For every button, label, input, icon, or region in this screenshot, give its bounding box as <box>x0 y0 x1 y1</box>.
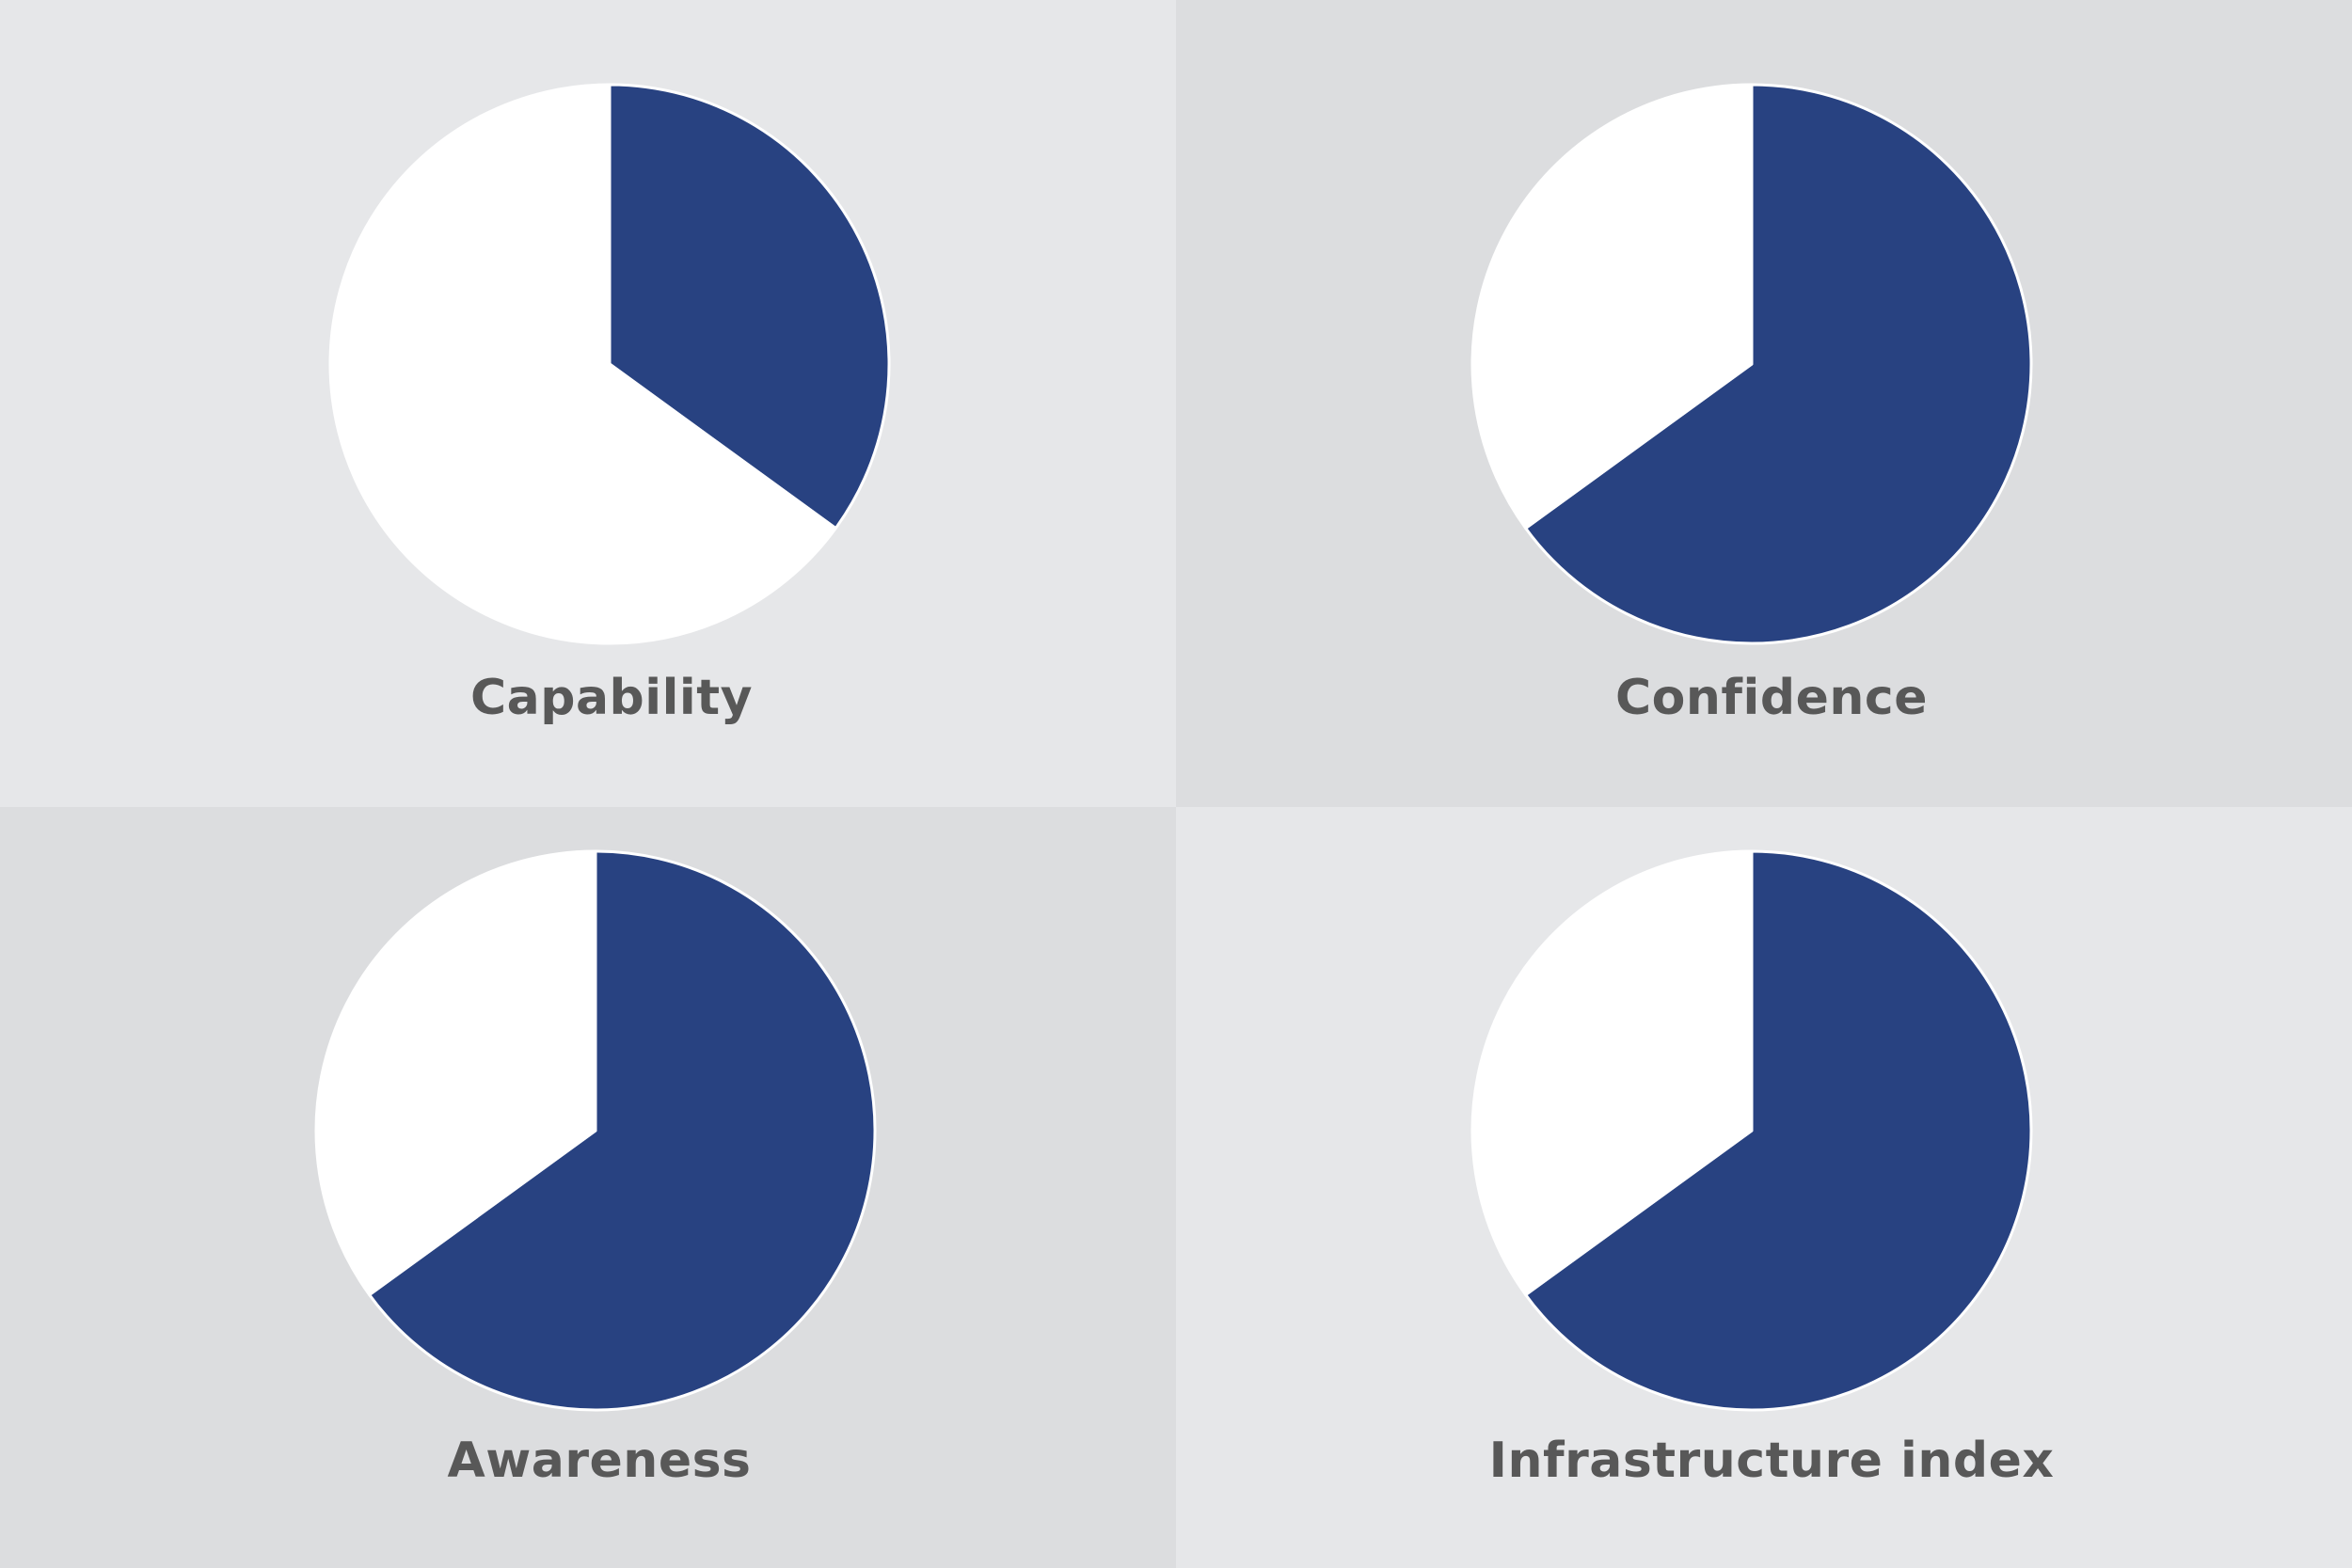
pie-label-awareness: Awareness <box>447 1433 752 1489</box>
pie-chart-awareness <box>314 849 877 1412</box>
pie-slice-capability-remainder <box>328 83 837 645</box>
pie-slice-infrastructure-index-remainder <box>1470 849 1754 1297</box>
pie-label-confidence: Confidence <box>1615 670 1928 726</box>
pie-panel-awareness: Awareness <box>0 807 1176 1568</box>
pie-label-capability: Capability <box>469 670 754 726</box>
pie-slice-capability-filled <box>608 83 891 531</box>
pie-slice-confidence-remainder <box>1470 83 1754 531</box>
pie-chart-capability <box>328 83 891 645</box>
pie-panel-infrastructure-index: Infrastructure index <box>1176 807 2352 1568</box>
pie-chart-infrastructure-index <box>1470 849 2033 1412</box>
pie-label-infrastructure-index: Infrastructure index <box>1488 1433 2055 1489</box>
pie-panel-capability: Capability <box>0 0 1176 807</box>
pie-slice-awareness-filled <box>368 849 877 1412</box>
pie-slice-infrastructure-index-filled <box>1524 849 2033 1412</box>
pie-chart-confidence <box>1470 83 2033 645</box>
pie-slice-confidence-filled <box>1524 83 2033 645</box>
pie-panel-confidence: Confidence <box>1176 0 2352 807</box>
pie-slice-awareness-remainder <box>314 849 597 1297</box>
